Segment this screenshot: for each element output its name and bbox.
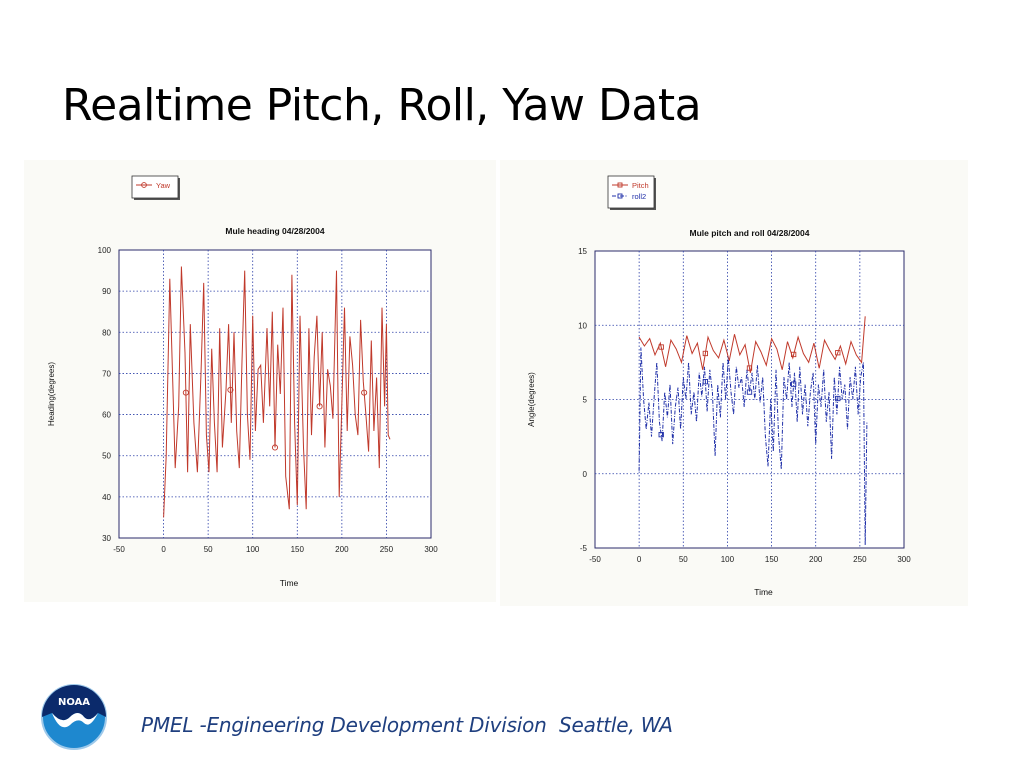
x-tick-label: 100 (246, 545, 260, 554)
chart-title: Mule heading 04/28/2004 (225, 226, 324, 236)
chart-title: Mule pitch and roll 04/28/2004 (690, 228, 810, 238)
noaa-logo-text: NOAA (58, 697, 90, 708)
y-tick-label: 30 (102, 534, 111, 543)
series-line-yaw (163, 266, 391, 518)
y-tick-label: 80 (102, 328, 111, 337)
heading-chart-panel: -50 0 50 100 150 200 250 300 30 40 50 60 70 80 90 100 Mu… (24, 160, 496, 602)
series-line-roll2 (638, 347, 868, 546)
series-marker (316, 403, 323, 410)
gridlines (595, 251, 904, 548)
series-marker (227, 386, 234, 393)
x-tick-label: 150 (765, 555, 779, 564)
legend-marker (617, 193, 623, 199)
legend-box (131, 175, 179, 199)
x-tick-label: 300 (897, 555, 911, 564)
x-tick-label: 50 (204, 545, 213, 554)
series-line-pitch (638, 316, 866, 373)
x-tick-label: 0 (161, 545, 166, 554)
legend-label: Yaw (156, 181, 171, 190)
x-tick-label: -50 (113, 545, 125, 554)
x-axis-label: Time (280, 578, 299, 588)
x-axis-label: Time (754, 587, 773, 597)
y-tick-label: 0 (583, 470, 588, 479)
x-tick-label: 50 (679, 555, 688, 564)
heading-chart: -50 0 50 100 150 200 250 300 30 40 50 60 70 80 90 100 Mu… (47, 175, 438, 588)
y-tick-label: 50 (102, 452, 111, 461)
x-tick-label: 200 (809, 555, 823, 564)
series-marker (361, 389, 368, 396)
y-tick-label: -5 (580, 544, 588, 553)
y-tick-label: 60 (102, 411, 111, 420)
series-marker (790, 351, 797, 358)
series-marker (702, 379, 709, 385)
y-axis-label: Angle(degrees) (527, 372, 536, 427)
y-tick-label: 40 (102, 493, 111, 502)
x-tick-label: 300 (424, 545, 438, 554)
footer-text: PMEL -Engineering Development Division S… (141, 713, 673, 737)
x-tick-label: 0 (637, 555, 642, 564)
legend-marker (617, 182, 623, 188)
pitch-roll-chart-panel: -50 0 50 100 150 200 250 300 -5 0 5 10 15 Mule pitch … (500, 160, 968, 606)
series-marker (658, 344, 664, 350)
series-marker (746, 365, 753, 371)
plot-area (118, 249, 432, 539)
y-tick-label: 90 (102, 287, 111, 296)
x-tick-label: 100 (721, 555, 735, 564)
legend-box (607, 175, 655, 209)
series-marker (835, 350, 841, 356)
legend-marker (141, 182, 147, 188)
x-tick-label: 150 (291, 545, 305, 554)
legend-label: roll2 (632, 192, 646, 201)
y-tick-label: 10 (578, 321, 587, 330)
series-marker (790, 381, 797, 387)
legend-label: Pitch (632, 181, 649, 190)
series-marker (702, 350, 709, 357)
series-marker (182, 389, 189, 396)
series-marker (746, 389, 753, 395)
slide-title: Realtime Pitch, Roll, Yaw Data (62, 80, 702, 131)
noaa-logo: NOAA (41, 684, 107, 750)
y-tick-label: 100 (98, 246, 112, 255)
series-marker (835, 395, 841, 402)
x-tick-label: -50 (589, 555, 601, 564)
x-tick-label: 200 (335, 545, 349, 554)
y-tick-label: 70 (102, 369, 111, 378)
x-tick-label: 250 (853, 555, 867, 564)
x-tick-label: 250 (380, 545, 394, 554)
series-marker (658, 431, 664, 438)
y-tick-label: 15 (578, 247, 587, 256)
series-marker (271, 444, 279, 451)
y-axis-label: Heading(degrees) (47, 362, 56, 426)
y-tick-label: 5 (583, 396, 588, 405)
